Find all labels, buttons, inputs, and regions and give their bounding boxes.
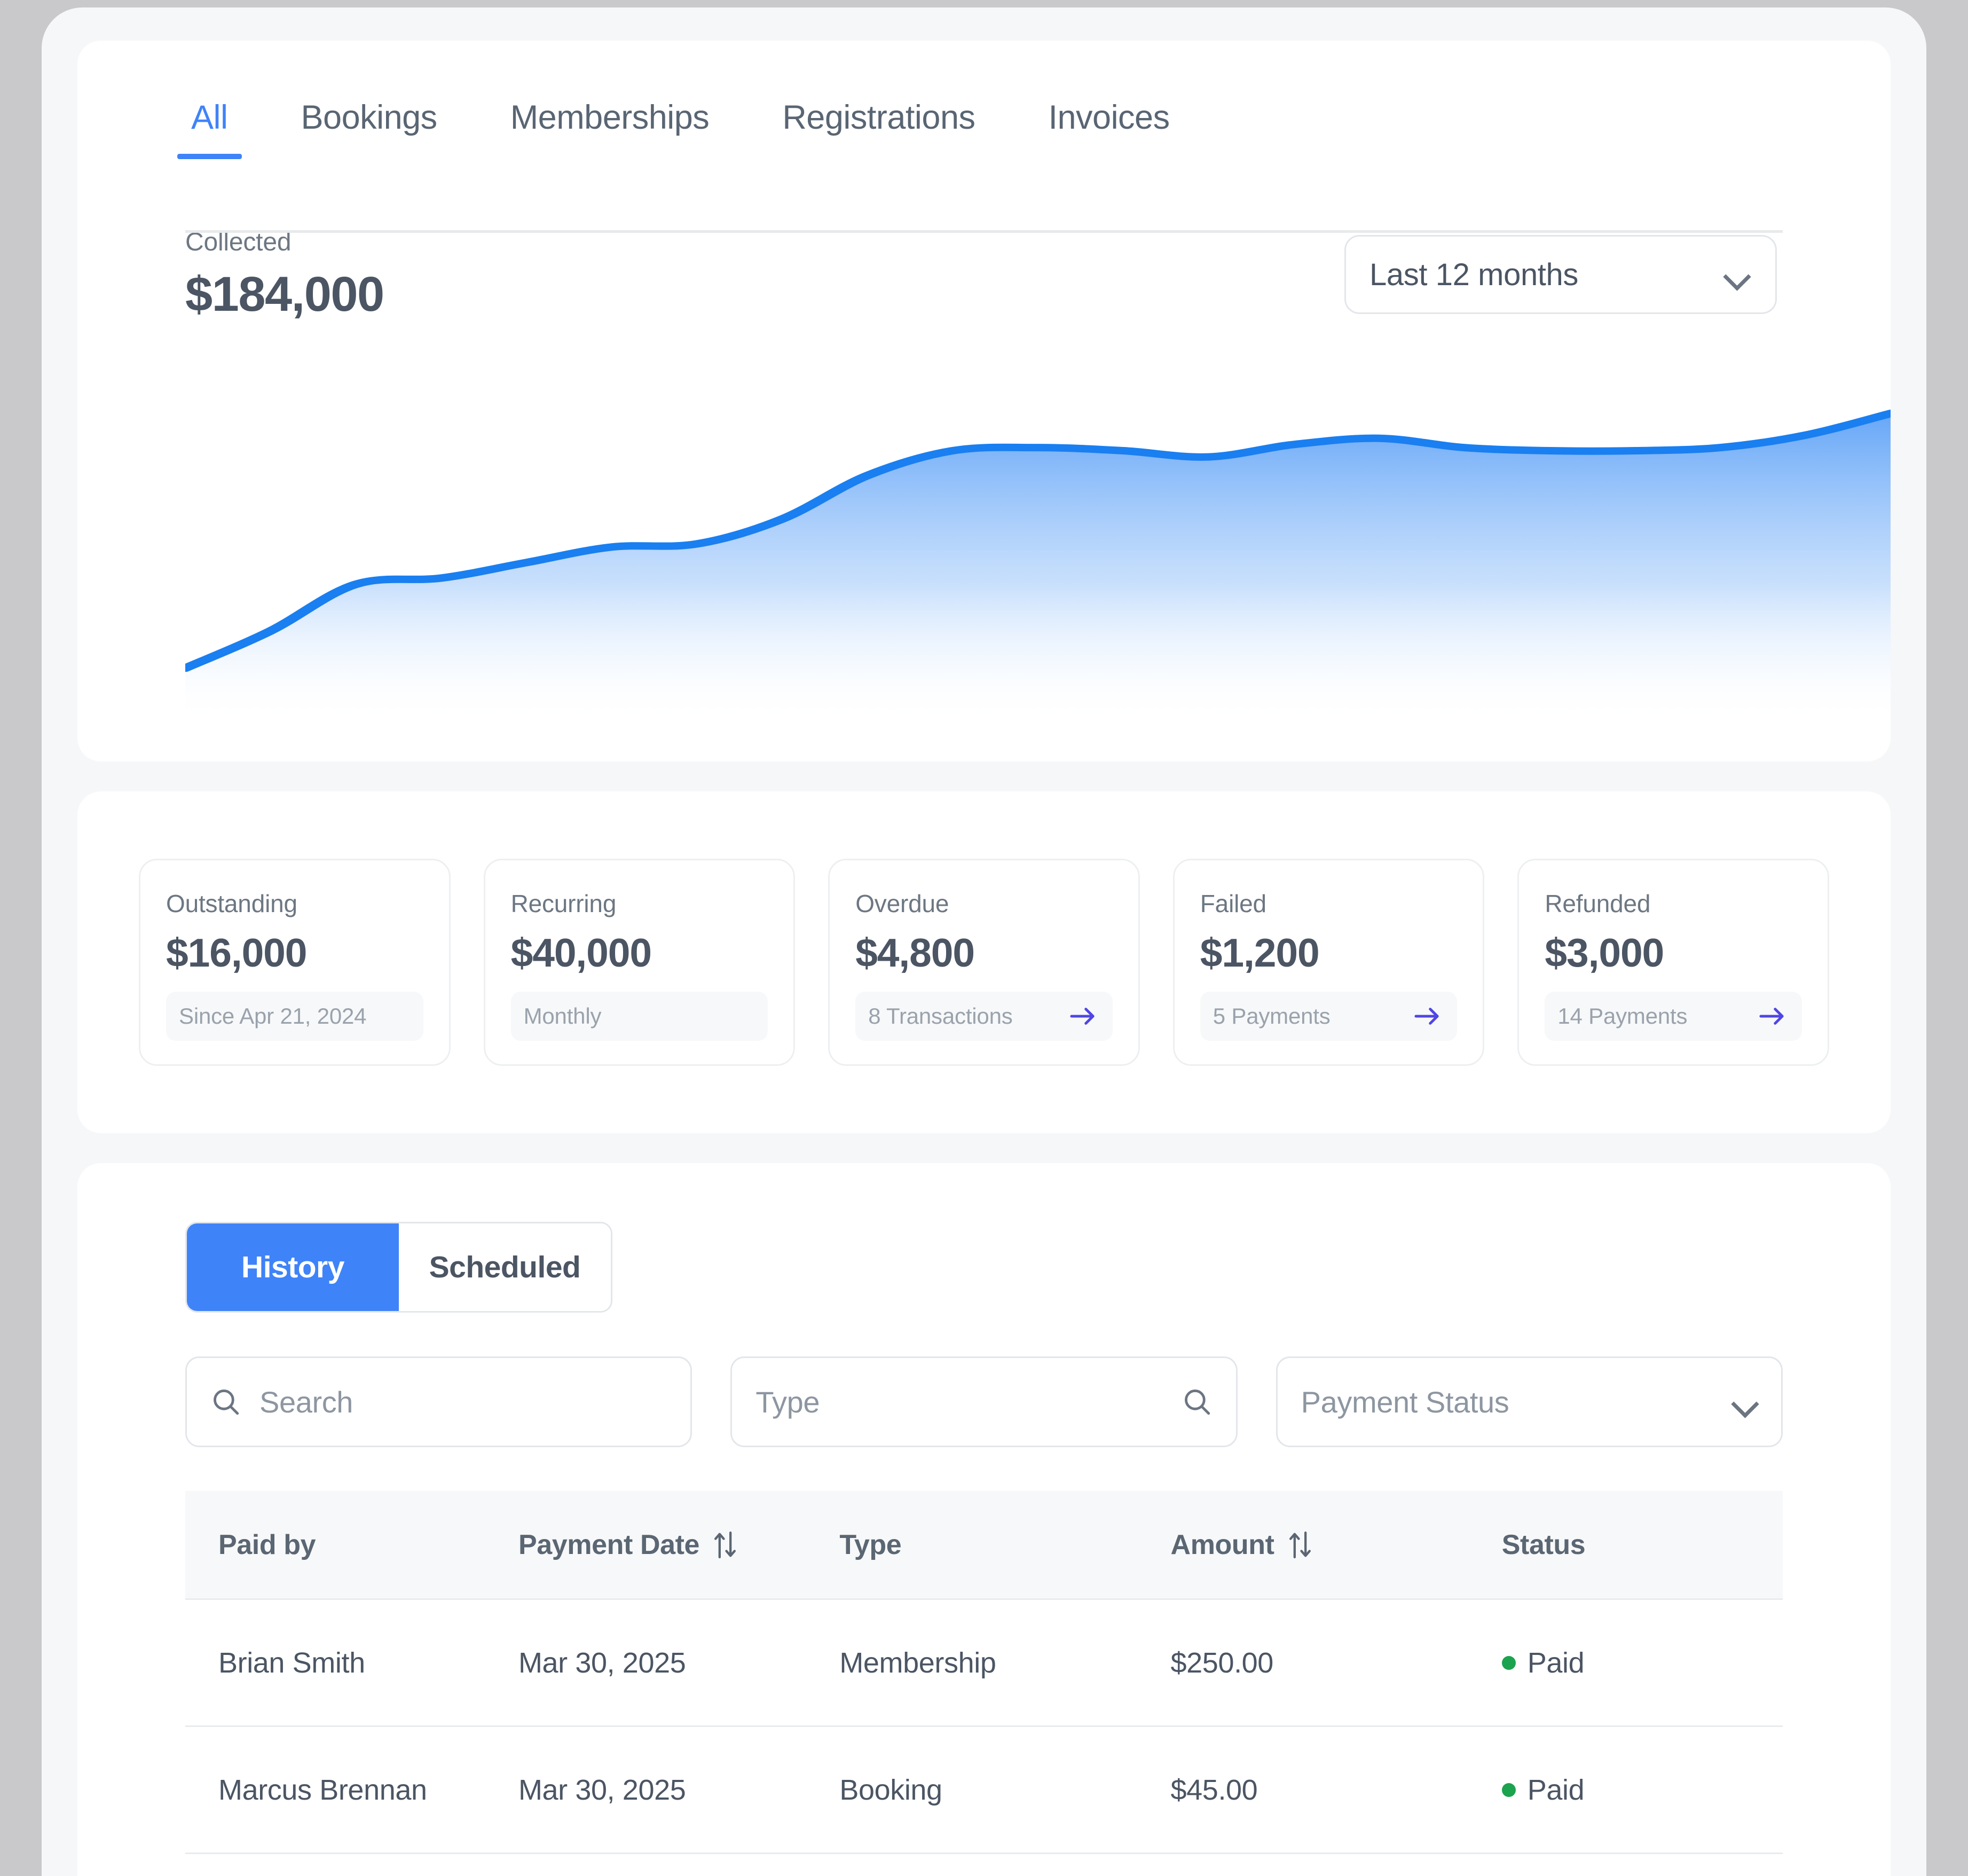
- stat-value: $40,000: [510, 930, 652, 975]
- cell-paid-by: Marcus Brennan: [218, 1773, 427, 1806]
- area-chart-fill: [185, 413, 1891, 724]
- stat-card-refunded: Refunded $3,000 14 Payments: [1517, 859, 1829, 1066]
- column-header-paid-by: Paid by: [185, 1529, 518, 1561]
- column-label: Status: [1501, 1529, 1586, 1560]
- arrow-right-icon[interactable]: [1068, 1004, 1098, 1029]
- cell-amount: $45.00: [1170, 1773, 1258, 1806]
- arrow-right-icon[interactable]: [1412, 1004, 1442, 1029]
- table-row-partial[interactable]: [185, 1854, 1783, 1876]
- table-row[interactable]: Marcus Brennan Mar 30, 2025 Booking $45.…: [185, 1727, 1783, 1854]
- stat-pill-link[interactable]: 14 Payments: [1545, 992, 1802, 1041]
- cell-payment-date: Mar 30, 2025: [518, 1773, 686, 1806]
- stat-label: Refunded: [1545, 890, 1651, 917]
- stat-pill-link[interactable]: 5 Payments: [1200, 992, 1458, 1041]
- status-dot-icon: [1501, 1655, 1516, 1670]
- cell-status: Paid: [1501, 1773, 1783, 1807]
- stat-value: $1,200: [1200, 930, 1320, 975]
- stat-value: $4,800: [855, 930, 975, 975]
- toggle-history[interactable]: History: [187, 1223, 399, 1311]
- stat-pill-text: Since Apr 21, 2024: [179, 1003, 367, 1029]
- payment-stats-card: Outstanding $16,000 Since Apr 21, 2024 R…: [77, 791, 1891, 1133]
- filters-row: Search Type Payment Status: [185, 1356, 1783, 1447]
- cell-payment-date: Mar 30, 2025: [518, 1646, 686, 1679]
- column-label: Payment Date: [518, 1529, 700, 1560]
- stat-card-outstanding: Outstanding $16,000 Since Apr 21, 2024: [139, 859, 451, 1066]
- cell-type: Booking: [839, 1773, 942, 1806]
- area-chart-line: [185, 410, 1891, 672]
- search-input[interactable]: Search: [185, 1356, 692, 1447]
- chart-header: Collected $184,000 Last 12 months: [77, 159, 1891, 323]
- stat-value: $3,000: [1545, 930, 1664, 975]
- column-header-payment-date[interactable]: Payment Date: [518, 1529, 839, 1561]
- collected-area-chart: [185, 382, 1891, 724]
- tab-invoices[interactable]: Invoices: [1048, 99, 1170, 136]
- stat-pill-text: 8 Transactions: [868, 1003, 1013, 1029]
- column-header-type: Type: [839, 1529, 1170, 1561]
- search-icon: [214, 1390, 239, 1415]
- payment-status-select[interactable]: Payment Status: [1276, 1356, 1783, 1447]
- payments-table-card: History Scheduled Search Type Payment St…: [77, 1163, 1891, 1876]
- cell-amount: $250.00: [1170, 1646, 1274, 1679]
- stat-pill-text: Monthly: [523, 1003, 602, 1029]
- stat-pill: Monthly: [510, 992, 768, 1041]
- chevron-down-icon: [1732, 1389, 1758, 1415]
- cell-type: Membership: [839, 1646, 996, 1679]
- stat-label: Outstanding: [166, 890, 297, 917]
- cell-status: Paid: [1501, 1646, 1783, 1679]
- status-dot-icon: [1501, 1783, 1516, 1797]
- type-filter-input[interactable]: Type: [730, 1356, 1238, 1447]
- chevron-down-icon: [1724, 262, 1750, 287]
- column-header-status: Status: [1502, 1529, 1783, 1561]
- collected-value: $184,000: [185, 267, 384, 321]
- cell-paid-by: Brian Smith: [218, 1646, 365, 1679]
- payments-tabs: All Bookings Memberships Registrations I…: [77, 41, 1891, 159]
- sort-icon[interactable]: [1286, 1530, 1314, 1560]
- stat-label: Recurring: [510, 890, 617, 917]
- search-icon: [1184, 1390, 1210, 1415]
- column-label: Paid by: [218, 1529, 316, 1560]
- stat-label: Overdue: [855, 890, 949, 917]
- column-label: Amount: [1170, 1529, 1274, 1560]
- area-chart-svg: [185, 410, 1891, 724]
- collected-block: Collected $184,000: [185, 227, 384, 323]
- stat-label: Failed: [1200, 890, 1266, 917]
- tab-memberships[interactable]: Memberships: [510, 99, 710, 136]
- stat-pill-link[interactable]: 8 Transactions: [855, 992, 1113, 1041]
- stat-value: $16,000: [166, 930, 308, 975]
- column-header-amount[interactable]: Amount: [1171, 1529, 1502, 1561]
- type-placeholder: Type: [755, 1385, 820, 1419]
- stat-pill-text: 14 Payments: [1557, 1003, 1688, 1029]
- status-badge: Paid: [1527, 1773, 1585, 1806]
- toggle-scheduled[interactable]: Scheduled: [399, 1223, 611, 1311]
- arrow-right-icon[interactable]: [1757, 1004, 1787, 1029]
- app-page: All Bookings Memberships Registrations I…: [42, 7, 1926, 1876]
- column-label: Type: [839, 1529, 902, 1560]
- table-header-row: Paid by Payment Date Type Amount: [185, 1491, 1783, 1600]
- status-badge: Paid: [1527, 1646, 1585, 1679]
- tabs-divider: [185, 230, 1783, 233]
- stat-card-failed: Failed $1,200 5 Payments: [1172, 859, 1485, 1066]
- stat-pill: Since Apr 21, 2024: [166, 992, 423, 1041]
- stat-pill-text: 5 Payments: [1213, 1003, 1331, 1029]
- sort-icon[interactable]: [711, 1530, 739, 1560]
- stat-card-recurring: Recurring $40,000 Monthly: [483, 859, 796, 1066]
- tab-registrations[interactable]: Registrations: [782, 99, 975, 136]
- tab-bookings[interactable]: Bookings: [301, 99, 438, 136]
- table-row[interactable]: Brian Smith Mar 30, 2025 Membership $250…: [185, 1600, 1783, 1727]
- history-scheduled-toggle: History Scheduled: [185, 1222, 612, 1313]
- date-range-value: Last 12 months: [1369, 257, 1578, 292]
- date-range-select[interactable]: Last 12 months: [1344, 235, 1777, 314]
- stat-card-overdue: Overdue $4,800 8 Transactions: [828, 859, 1140, 1066]
- collected-chart-card: All Bookings Memberships Registrations I…: [77, 41, 1891, 762]
- tab-all[interactable]: All: [177, 98, 241, 159]
- search-placeholder: Search: [259, 1385, 353, 1419]
- payments-table: Paid by Payment Date Type Amount: [185, 1491, 1783, 1876]
- payment-status-placeholder: Payment Status: [1301, 1385, 1509, 1419]
